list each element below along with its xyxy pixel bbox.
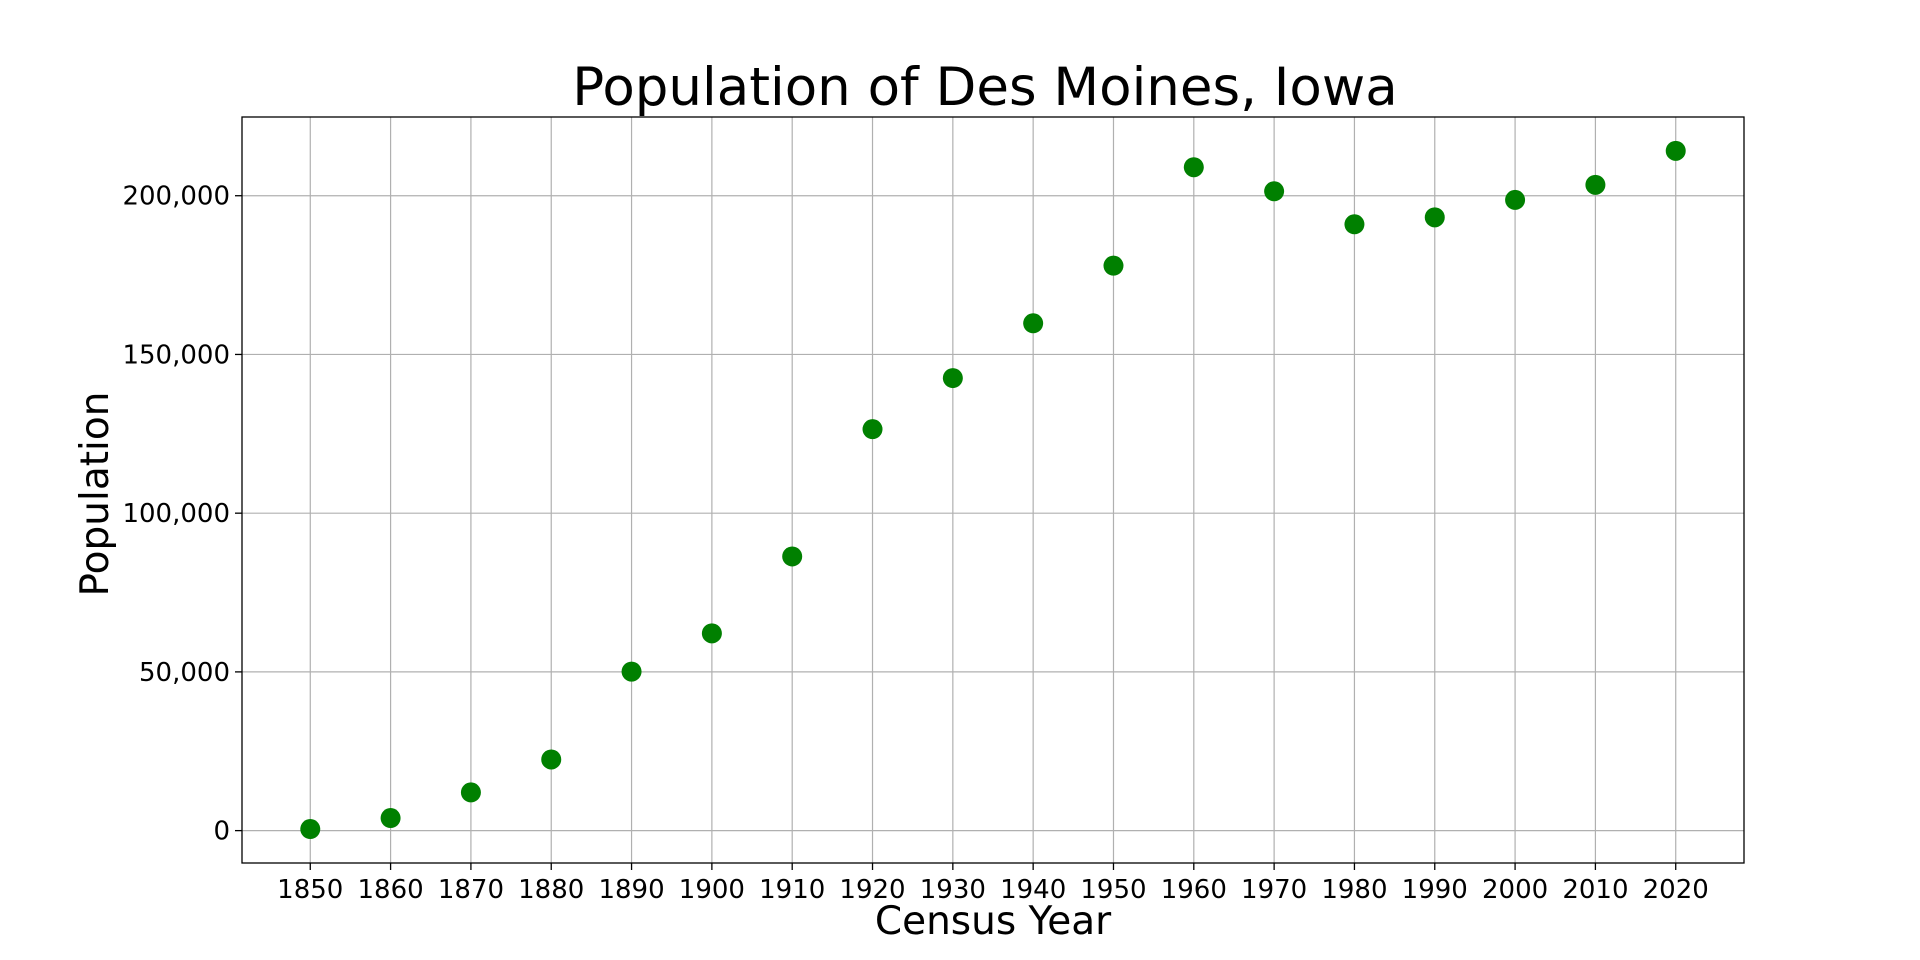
data-point [942,368,963,389]
y-tick-label: 100,000 [122,499,230,529]
x-tick-label: 1930 [920,875,986,905]
data-point [1183,157,1204,178]
y-tick-label: 0 [213,817,230,847]
data-point [1585,174,1606,195]
data-point [621,661,642,682]
y-axis-label: Population [73,392,118,597]
x-tick-label: 1890 [598,875,664,905]
x-tick-label: 1950 [1080,875,1146,905]
data-point [1505,189,1526,210]
y-tick-label: 50,000 [139,658,230,688]
x-tick-label: 1850 [277,875,343,905]
x-tick-label: 2000 [1482,875,1548,905]
x-tick-label: 1970 [1241,875,1307,905]
data-point [862,419,883,440]
data-point [300,819,321,840]
points-layer [300,140,1686,840]
data-point [460,782,481,803]
x-tick-label: 1880 [518,875,584,905]
data-point [1424,207,1445,228]
data-point [1344,214,1365,235]
data-point [1103,255,1124,276]
data-point [1264,181,1285,202]
data-point [1665,140,1686,161]
y-tick-label: 150,000 [122,340,230,370]
x-tick-label: 1940 [1000,875,1066,905]
y-tick-label: 200,000 [122,182,230,212]
ticks-layer: 1850 1860 1870 1880 1890 1900 1910 1920 1930 1940… [122,182,1708,905]
x-tick-label: 2010 [1562,875,1628,905]
x-tick-label: 1860 [358,875,424,905]
x-tick-label: 1920 [839,875,905,905]
x-tick-label: 1960 [1161,875,1227,905]
chart-title: Population of Des Moines, Iowa [572,57,1397,118]
x-tick-label: 2020 [1643,875,1709,905]
data-point [541,749,562,770]
grid-layer [242,117,1744,863]
x-tick-label: 1980 [1321,875,1387,905]
x-tick-label: 1870 [438,875,504,905]
x-tick-label: 1910 [759,875,825,905]
plot-frame [241,116,1745,864]
data-point [380,808,401,829]
data-point [782,546,803,567]
data-point [1023,313,1044,334]
x-axis-label: Census Year [875,899,1112,944]
x-tick-label: 1990 [1402,875,1468,905]
x-tick-label: 1900 [679,875,745,905]
data-point [701,623,722,644]
